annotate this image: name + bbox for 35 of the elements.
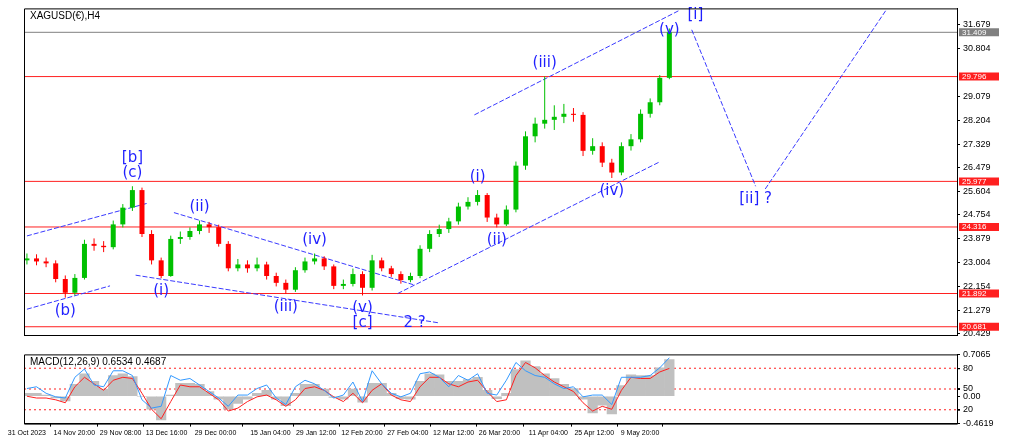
y2-tick-label: 20 — [963, 404, 974, 415]
ref-line-label: 25.977 — [962, 176, 988, 186]
annotation: (i) — [469, 166, 486, 185]
annotation: (ii) — [189, 197, 210, 216]
y-tick-label: 28.204 — [963, 114, 991, 125]
annotation: (b) — [54, 300, 76, 319]
y-tick-label: 23.004 — [963, 257, 991, 268]
y-tick-label: -0.4619 — [963, 418, 994, 429]
y-tick-label: 30.804 — [963, 43, 991, 54]
y-tick-label: 27.329 — [963, 138, 991, 149]
y-tick-label: 26.479 — [963, 162, 991, 173]
annotation: [i] — [687, 5, 704, 24]
y-tick-label: 31.679 — [963, 19, 991, 30]
ref-line-label: 29.796 — [962, 71, 988, 81]
ref-line-label: 31.409 — [962, 27, 988, 37]
y-tick-label: 23.879 — [963, 233, 991, 244]
ref-line-label: 24.316 — [962, 222, 988, 232]
chart-title: MACD(12,26,9) 0.6534 0.4687 — [30, 356, 167, 368]
annotation: (ii) — [486, 230, 507, 249]
annotation: (iv) — [599, 180, 625, 199]
y-tick-label: 29.079 — [963, 90, 991, 101]
annotation: (iv) — [302, 230, 327, 249]
y-tick-label: 24.754 — [963, 209, 991, 220]
y-tick-label: 25.604 — [963, 186, 991, 197]
y-tick-label: 0.7065 — [963, 348, 991, 359]
annotation: [ii] ? — [739, 189, 773, 208]
annotation: (v) — [352, 298, 373, 317]
ref-line-label: 21.892 — [962, 288, 988, 298]
y2-tick-label: 80 — [963, 362, 974, 373]
y-tick-label: 21.279 — [963, 304, 991, 315]
annotation: (iii) — [532, 53, 557, 72]
annotation: (v) — [659, 20, 680, 39]
chart-title: XAGUSD(€),H4 — [30, 10, 101, 22]
annotation: (iii) — [273, 296, 298, 315]
y-tick-label: 22.154 — [963, 280, 991, 291]
